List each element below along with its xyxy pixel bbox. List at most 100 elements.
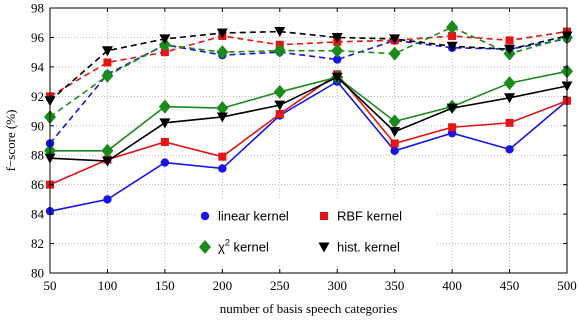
series-rbf-solid [46, 70, 571, 189]
legend-item-hist: hist. kernel [318, 240, 400, 255]
data-point [160, 158, 170, 167]
legend-item-rbf: RBF kernel [320, 209, 402, 224]
series-chi2-solid [44, 64, 573, 158]
data-point [390, 139, 399, 148]
data-point [101, 68, 114, 83]
legend-marker [320, 212, 328, 220]
data-point [216, 112, 228, 123]
data-point [216, 101, 229, 116]
legend-label-main: hist. kernel [337, 240, 400, 255]
data-point [274, 100, 286, 111]
data-point [505, 118, 514, 127]
data-point [159, 118, 171, 129]
x-tick-label: 450 [500, 278, 520, 293]
legend-item-chi2: χ2 kernel [199, 238, 269, 255]
plot-frame [49, 7, 568, 274]
y-tick-label: 94 [31, 59, 45, 74]
data-point [160, 137, 169, 146]
x-tick-label: 500 [557, 278, 577, 293]
y-tick-label: 88 [31, 148, 44, 163]
x-tick-label: 250 [270, 278, 290, 293]
data-point [273, 43, 286, 58]
legend-label: RBF kernel [337, 209, 402, 224]
data-point [101, 156, 113, 167]
legend-label: χ2 kernel [218, 238, 269, 255]
y-tick-label: 84 [31, 207, 45, 222]
data-point [273, 84, 286, 99]
y-tick-label: 86 [31, 177, 45, 192]
data-point [448, 123, 457, 132]
data-point [331, 32, 343, 43]
data-point [158, 99, 171, 114]
legend-box [195, 200, 435, 264]
series-chi2-dashed [44, 20, 573, 124]
y-tick-label: 82 [31, 236, 44, 251]
legend-marker [200, 211, 210, 221]
x-tick-label: 400 [442, 278, 462, 293]
legend-label-main: χ [218, 240, 225, 255]
data-point [101, 143, 114, 158]
y-tick-label: 98 [31, 1, 44, 16]
data-point [103, 58, 112, 67]
data-point [103, 195, 112, 204]
data-point [388, 46, 401, 61]
data-point [446, 41, 458, 52]
data-point [389, 127, 401, 138]
data-point [390, 146, 399, 156]
data-point [275, 110, 284, 118]
data-point [333, 55, 342, 64]
y-tick-label: 90 [31, 118, 44, 133]
legend-label: linear kernel [218, 209, 289, 224]
data-point [505, 145, 514, 154]
x-tick-label: 300 [327, 278, 347, 293]
legend-label-sup: 2 [225, 238, 230, 248]
data-point [504, 93, 516, 104]
data-point [388, 114, 401, 129]
legend-label-main: linear kernel [218, 209, 289, 224]
series-line [49, 76, 568, 162]
axis-ticks: 80 82 84 86 88 90 92 94 96 98 50 100 150 200 250 300 350… [31, 1, 577, 294]
legend-marker [199, 240, 211, 254]
legend-label-main: RBF kernel [337, 209, 402, 224]
legend-marker [318, 242, 330, 253]
series-lines [44, 20, 573, 216]
y-tick-label: 92 [31, 89, 44, 104]
series-line [49, 26, 568, 118]
series-line [49, 73, 568, 186]
series-line [49, 80, 568, 212]
data-point [274, 27, 286, 38]
data-point [159, 34, 171, 45]
data-point [216, 45, 229, 60]
legend-item-linear: linear kernel [200, 209, 289, 224]
data-point [160, 48, 169, 57]
data-point [331, 72, 343, 83]
data-point [503, 76, 516, 91]
x-tick-label: 100 [98, 278, 118, 293]
x-tick-label: 50 [44, 278, 57, 293]
y-tick-label: 96 [31, 30, 45, 45]
data-point [158, 37, 171, 52]
series-line [50, 70, 568, 152]
series-line [49, 30, 568, 98]
data-point [446, 20, 459, 35]
data-point [218, 164, 227, 173]
legend-label: hist. kernel [337, 240, 400, 255]
x-tick-label: 350 [385, 278, 405, 293]
data-point [101, 46, 113, 57]
legend-label-suffix: kernel [230, 240, 269, 255]
x-tick-label: 150 [155, 278, 175, 293]
series-hist-solid [44, 72, 573, 167]
series-line [49, 30, 568, 102]
data-point [389, 34, 401, 45]
x-axis-title: number of basis speech categories [220, 301, 398, 316]
data-point [216, 28, 228, 39]
data-point [218, 152, 227, 161]
data-point [504, 44, 516, 55]
data-point [446, 103, 458, 114]
data-point [331, 43, 344, 58]
legend: linear kernel RBF kernel χ2 kernel hist. ke… [195, 200, 435, 264]
y-tick-label: 80 [31, 266, 44, 281]
data-point [448, 31, 457, 40]
x-tick-label: 200 [213, 278, 233, 293]
